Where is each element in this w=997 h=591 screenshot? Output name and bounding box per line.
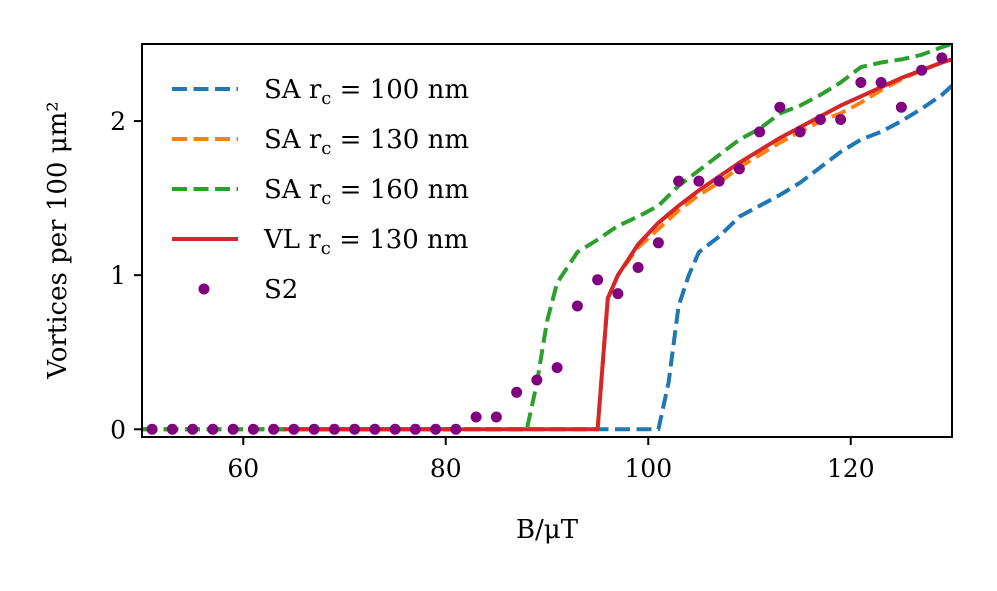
x-tick-label: 60 — [227, 454, 259, 483]
ticks-layer: 60 80 100 120 0 1 2 — [110, 107, 875, 483]
data-point — [187, 423, 199, 435]
data-point — [430, 423, 442, 435]
legend-label: SA rc = 130 nm — [264, 125, 469, 159]
legend: SA rc = 100 nm SA rc = 130 nm SA rc = 160 … — [172, 75, 469, 305]
plot-frame — [141, 43, 953, 438]
data-point — [308, 423, 320, 435]
data-point — [875, 77, 887, 89]
data-point — [571, 300, 583, 312]
data-point — [835, 114, 847, 126]
legend-label: VL rc = 130 nm — [263, 225, 468, 259]
data-point — [268, 423, 280, 435]
x-tick-label: 100 — [624, 454, 672, 483]
legend-entry-sa-r-c-130-nm: SA rc = 130 nm — [172, 125, 469, 159]
data-point — [612, 288, 624, 300]
data-point — [673, 175, 685, 187]
legend-label: SA rc = 100 nm — [264, 75, 469, 109]
x-tick-label: 120 — [827, 454, 875, 483]
y-tick-label: 2 — [110, 107, 126, 136]
legend-entry-s2: S2 — [198, 275, 298, 305]
x-tick-label: 80 — [430, 454, 462, 483]
data-point — [936, 52, 948, 64]
y-axis-label: Vortices per 100 μm² — [43, 101, 73, 379]
data-point — [895, 101, 907, 113]
data-point — [733, 163, 745, 175]
data-point — [592, 274, 604, 286]
data-point — [794, 126, 806, 138]
data-point — [511, 386, 523, 398]
data-point — [369, 423, 381, 435]
data-point — [531, 374, 543, 386]
data-point — [814, 114, 826, 126]
data-point — [288, 423, 300, 435]
legend-entry-sa-r-c-100-nm: SA rc = 100 nm — [172, 75, 469, 109]
legend-label: SA rc = 160 nm — [264, 175, 469, 209]
y-tick-label: 1 — [110, 261, 126, 290]
data-point — [490, 411, 502, 423]
series-layer — [142, 44, 952, 435]
y-tick-label: 0 — [110, 415, 126, 444]
legend-entry-vl-r-c-130-nm: VL rc = 130 nm — [172, 225, 468, 259]
data-point — [207, 423, 219, 435]
data-point — [916, 64, 928, 76]
series-line-sa-r-c-130-nm — [142, 57, 952, 432]
data-point — [227, 423, 239, 435]
data-point — [652, 237, 664, 249]
data-point — [450, 423, 462, 435]
data-point — [146, 423, 158, 435]
legend-marker — [198, 283, 210, 295]
legend-label: S2 — [264, 275, 298, 305]
data-point — [247, 423, 259, 435]
series-s2 — [146, 52, 948, 435]
data-point — [551, 362, 563, 374]
data-point — [470, 411, 482, 423]
data-point — [774, 101, 786, 113]
data-point — [693, 175, 705, 187]
data-point — [166, 423, 178, 435]
data-point — [349, 423, 361, 435]
data-point — [713, 175, 725, 187]
data-point — [389, 423, 401, 435]
data-point — [409, 423, 421, 435]
data-point — [632, 261, 644, 273]
data-point — [855, 77, 867, 89]
data-point — [754, 126, 766, 138]
x-axis-label: B/μT — [516, 515, 579, 545]
legend-entry-sa-r-c-160-nm: SA rc = 160 nm — [172, 175, 469, 209]
data-point — [328, 423, 340, 435]
